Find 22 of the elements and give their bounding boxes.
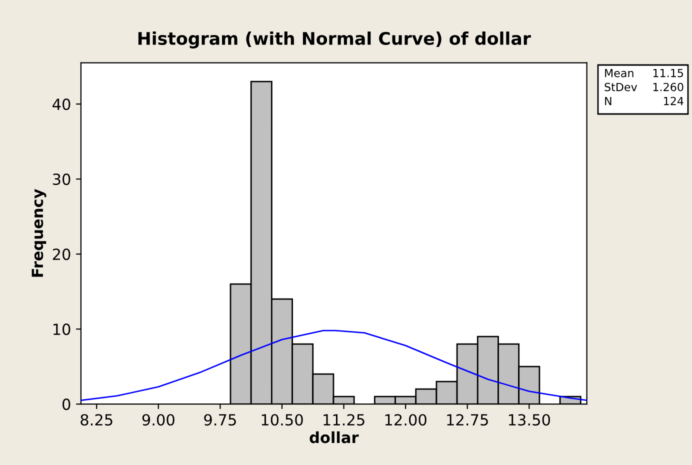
x-tick-label: 8.25 [80,414,112,426]
x-tick-label: 13.50 [508,414,550,426]
chart-title: Histogram (with Normal Curve) of dollar [138,32,531,48]
text: 11.15 [653,68,684,78]
y-axis-title: Frequency [32,188,46,277]
y-tick-label: 30 [52,174,70,186]
x-tick-label: 9.75 [204,414,236,426]
y-tick-label: 20 [52,248,70,260]
text: N [605,96,612,106]
x-tick-label: 10.50 [262,414,303,426]
y-tick-label: 0 [62,398,70,410]
x-tick-label: 12.75 [447,414,488,426]
text: 124 [664,96,684,106]
x-axis-title: dollar [310,431,359,444]
x-tick-label: 12.00 [385,414,426,426]
text: 1.260 [653,82,684,92]
x-tick-label: 11.25 [324,414,364,426]
y-tick-label: 40 [52,98,70,110]
y-tick-label: 10 [53,324,70,336]
text: StDev [604,82,638,92]
x-tick-label: 9.00 [142,414,174,426]
text: Mean [605,68,634,78]
